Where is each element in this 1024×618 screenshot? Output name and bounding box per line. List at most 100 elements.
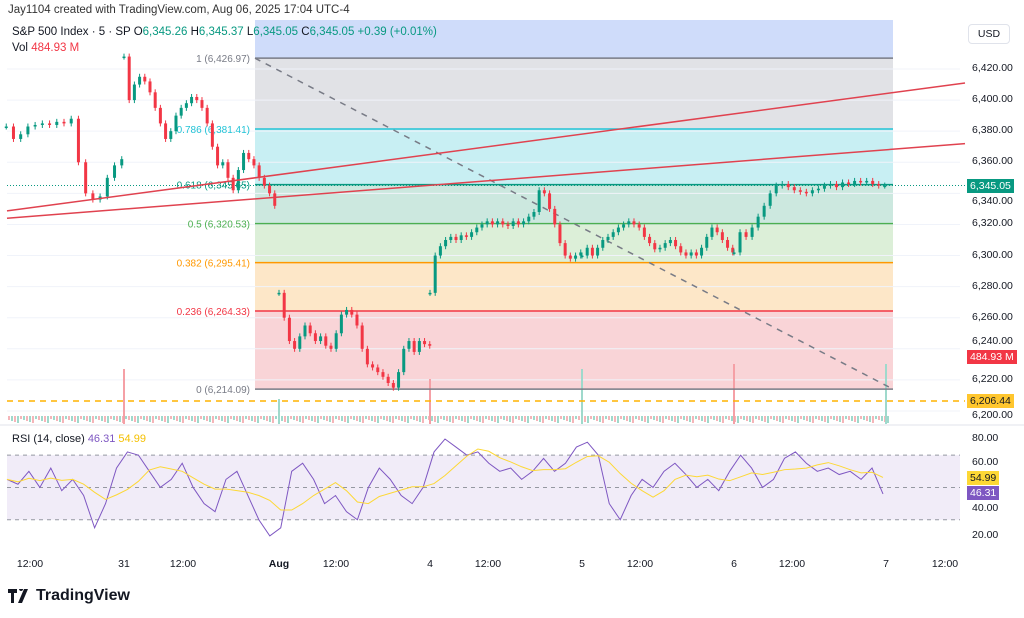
price-tick: 6,320.00 (972, 217, 1013, 230)
volume-bar (557, 416, 559, 423)
volume-bar (224, 416, 226, 422)
candle-body (169, 131, 173, 139)
candle-body (210, 123, 214, 147)
volume-bar (71, 416, 73, 421)
candle-body (19, 134, 23, 139)
volume-bar (74, 416, 76, 422)
volume-bar (599, 416, 601, 422)
candle-body (76, 118, 80, 163)
volume-bar (461, 416, 463, 421)
volume-bar (44, 416, 46, 422)
candle-body (252, 159, 256, 166)
volume-bar (470, 416, 472, 419)
volume-bar (671, 416, 673, 421)
candle-body (459, 235, 463, 240)
volume-bar (536, 416, 538, 421)
candle-body (247, 152, 251, 160)
candle-body (485, 221, 489, 225)
ohlc-legend: S&P 500 Index · 5 · SP O6,345.26 H6,345.… (12, 26, 437, 39)
volume-bar (614, 416, 616, 422)
volume-bar (815, 416, 817, 419)
candle-body (319, 336, 323, 342)
candle-body (298, 336, 302, 349)
volume-bar (191, 416, 193, 421)
tradingview-logo[interactable]: TradingView (8, 587, 130, 605)
candle-body (423, 341, 427, 345)
volume-bar (506, 416, 508, 421)
candle-body (653, 243, 657, 250)
candle-body (174, 115, 178, 132)
volume-bar (356, 416, 358, 421)
volume-bar (800, 416, 802, 419)
time-tick: 12:00 (931, 558, 959, 570)
volume-bar (281, 416, 283, 421)
candle-body (412, 341, 416, 352)
candle-body (877, 184, 881, 186)
volume-bar (596, 416, 598, 421)
price-tick: 6,340.00 (972, 195, 1013, 207)
candle-body (26, 126, 30, 135)
volume-bar (374, 416, 376, 422)
volume-bar (134, 416, 136, 422)
fib-label-0.618: 0.618 (6,345.65) (177, 181, 250, 192)
volume-bar (35, 416, 37, 419)
volume-bar (272, 416, 274, 423)
price-tick: 6,220.00 (972, 372, 1013, 385)
symbol-name[interactable]: S&P 500 Index · 5 · SP (12, 26, 131, 38)
volume-bar (41, 416, 43, 421)
volume-bar (548, 416, 550, 420)
volume-bar (572, 416, 574, 423)
candle-body (303, 325, 307, 337)
candle-body (433, 255, 437, 293)
volume-bar (416, 416, 418, 421)
volume-bar (575, 416, 577, 419)
candle-body (381, 372, 385, 377)
candle-body (668, 239, 672, 244)
candle-body (810, 190, 814, 194)
rsi-title[interactable]: RSI (14, close) (12, 433, 85, 445)
volume-bar (8, 416, 10, 420)
price-tick: 6,380.00 (972, 124, 1013, 137)
volume-bar (797, 416, 799, 423)
volume-bar (632, 416, 634, 423)
time-tick: 5 (579, 558, 585, 570)
candle-body (710, 227, 714, 237)
volume-bar (767, 416, 769, 423)
volume-bar (782, 416, 784, 423)
volume-label: Vol (12, 42, 28, 54)
volume-bar (488, 416, 490, 420)
fib-label-0.382: 0.382 (6,295.41) (177, 259, 250, 270)
candle-body (143, 76, 147, 82)
volume-bar (848, 416, 850, 420)
candle-body (40, 123, 44, 125)
candle-body (537, 190, 541, 213)
candle-body (511, 221, 515, 227)
volume-spike (733, 364, 735, 424)
volume-bar (743, 416, 745, 420)
volume-bar (545, 416, 547, 419)
volume-bar (422, 416, 424, 423)
volume-legend: Vol 484.93 M (12, 42, 79, 55)
volume-bar (269, 416, 271, 422)
volume-bar (299, 416, 301, 422)
volume-bar (209, 416, 211, 422)
currency-button[interactable]: USD (968, 24, 1010, 44)
candle-body (816, 188, 820, 191)
candle-body (756, 216, 760, 228)
volume-bar (98, 416, 100, 420)
volume-bar (842, 416, 844, 423)
volume-bar (275, 416, 277, 419)
volume-bar (401, 416, 403, 421)
volume-bar (785, 416, 787, 419)
volume-bar (494, 416, 496, 422)
volume-bar (254, 416, 256, 422)
volume-bar (89, 416, 91, 422)
volume-bar (344, 416, 346, 422)
candle-body (282, 292, 286, 318)
volume-bar (482, 416, 484, 423)
volume-bar (92, 416, 94, 423)
volume-bar (515, 416, 517, 419)
volume-bar (881, 416, 883, 421)
